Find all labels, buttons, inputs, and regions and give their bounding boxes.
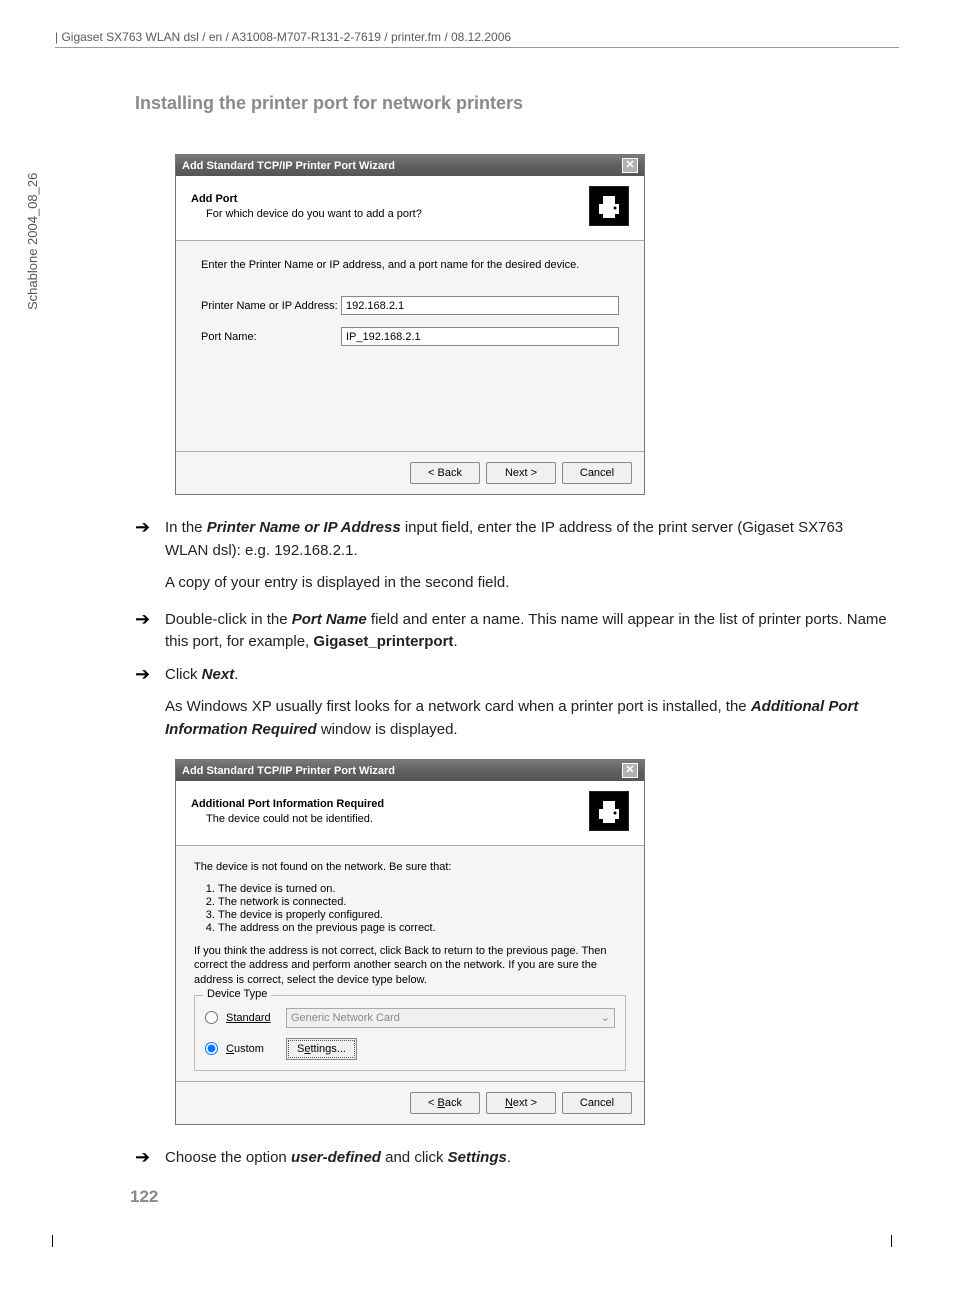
device-type-combo[interactable]: Generic Network Card ⌄ [286, 1008, 615, 1028]
custom-label: Custom [226, 1043, 278, 1055]
next-button[interactable]: Next > [486, 462, 556, 484]
instruction-3b: As Windows XP usually first looks for a … [165, 696, 889, 741]
printer-icon [589, 186, 629, 226]
arrow-bullet-icon: ➔ [135, 609, 165, 654]
instruction-1b: A copy of your entry is displayed in the… [165, 572, 889, 595]
list-item: The device is properly configured. [218, 909, 626, 921]
instruction-1: In the Printer Name or IP Address input … [165, 517, 889, 562]
device-type-group: Device Type Standard Generic Network Car… [194, 995, 626, 1071]
printer-icon [589, 791, 629, 831]
instruction-2: Double-click in the Port Name field and … [165, 609, 889, 654]
settings-button[interactable]: Settings... [286, 1038, 357, 1060]
add-port-dialog: Add Standard TCP/IP Printer Port Wizard … [175, 154, 645, 495]
standard-radio[interactable] [205, 1011, 218, 1024]
crop-mark [880, 1235, 892, 1247]
next-button[interactable]: Next > [486, 1092, 556, 1114]
instruction-3: Click Next. [165, 664, 889, 687]
arrow-bullet-icon: ➔ [135, 664, 165, 687]
dialog-title-text: Add Standard TCP/IP Printer Port Wizard [182, 160, 395, 172]
list-item: The network is connected. [218, 896, 626, 908]
additional-info-dialog: Add Standard TCP/IP Printer Port Wizard … [175, 759, 645, 1125]
back-button[interactable]: < Back [410, 462, 480, 484]
dialog-instruction: Enter the Printer Name or IP address, an… [201, 259, 619, 271]
ip-address-label: Printer Name or IP Address: [201, 300, 341, 312]
list-item: The device is turned on. [218, 883, 626, 895]
dialog2-title-text: Add Standard TCP/IP Printer Port Wizard [182, 765, 395, 777]
port-name-label: Port Name: [201, 331, 341, 343]
port-name-input[interactable] [341, 327, 619, 346]
dialog2-para: If you think the address is not correct,… [194, 944, 626, 987]
cancel-button[interactable]: Cancel [562, 1092, 632, 1114]
chevron-down-icon: ⌄ [601, 1011, 610, 1024]
dialog-subtitle: Add Port [191, 193, 422, 205]
header-path: | Gigaset SX763 WLAN dsl / en / A31008-M… [55, 30, 899, 48]
template-side-label: Schablone 2004_08_26 [25, 173, 40, 310]
dialog2-subtext: The device could not be identified. [191, 813, 384, 825]
dialog-titlebar: Add Standard TCP/IP Printer Port Wizard … [176, 155, 644, 176]
cancel-button[interactable]: Cancel [562, 462, 632, 484]
page-title: Installing the printer port for network … [135, 93, 889, 114]
close-icon[interactable]: ✕ [622, 158, 638, 173]
instruction-4: Choose the option user-defined and click… [165, 1147, 889, 1170]
device-type-legend: Device Type [203, 988, 271, 1000]
arrow-bullet-icon: ➔ [135, 1147, 165, 1170]
ip-address-input[interactable] [341, 296, 619, 315]
custom-radio[interactable] [205, 1042, 218, 1055]
back-button[interactable]: < Back [410, 1092, 480, 1114]
page-number: 122 [130, 1187, 158, 1207]
dialog2-titlebar: Add Standard TCP/IP Printer Port Wizard … [176, 760, 644, 781]
dialog2-subtitle: Additional Port Information Required [191, 798, 384, 810]
list-item: The address on the previous page is corr… [218, 922, 626, 934]
dialog-subtext: For which device do you want to add a po… [191, 208, 422, 220]
arrow-bullet-icon: ➔ [135, 517, 165, 562]
dialog2-line1: The device is not found on the network. … [194, 861, 626, 873]
checklist: The device is turned on. The network is … [202, 883, 626, 934]
crop-mark [52, 1235, 64, 1247]
close-icon[interactable]: ✕ [622, 763, 638, 778]
standard-label: Standard [226, 1012, 278, 1024]
